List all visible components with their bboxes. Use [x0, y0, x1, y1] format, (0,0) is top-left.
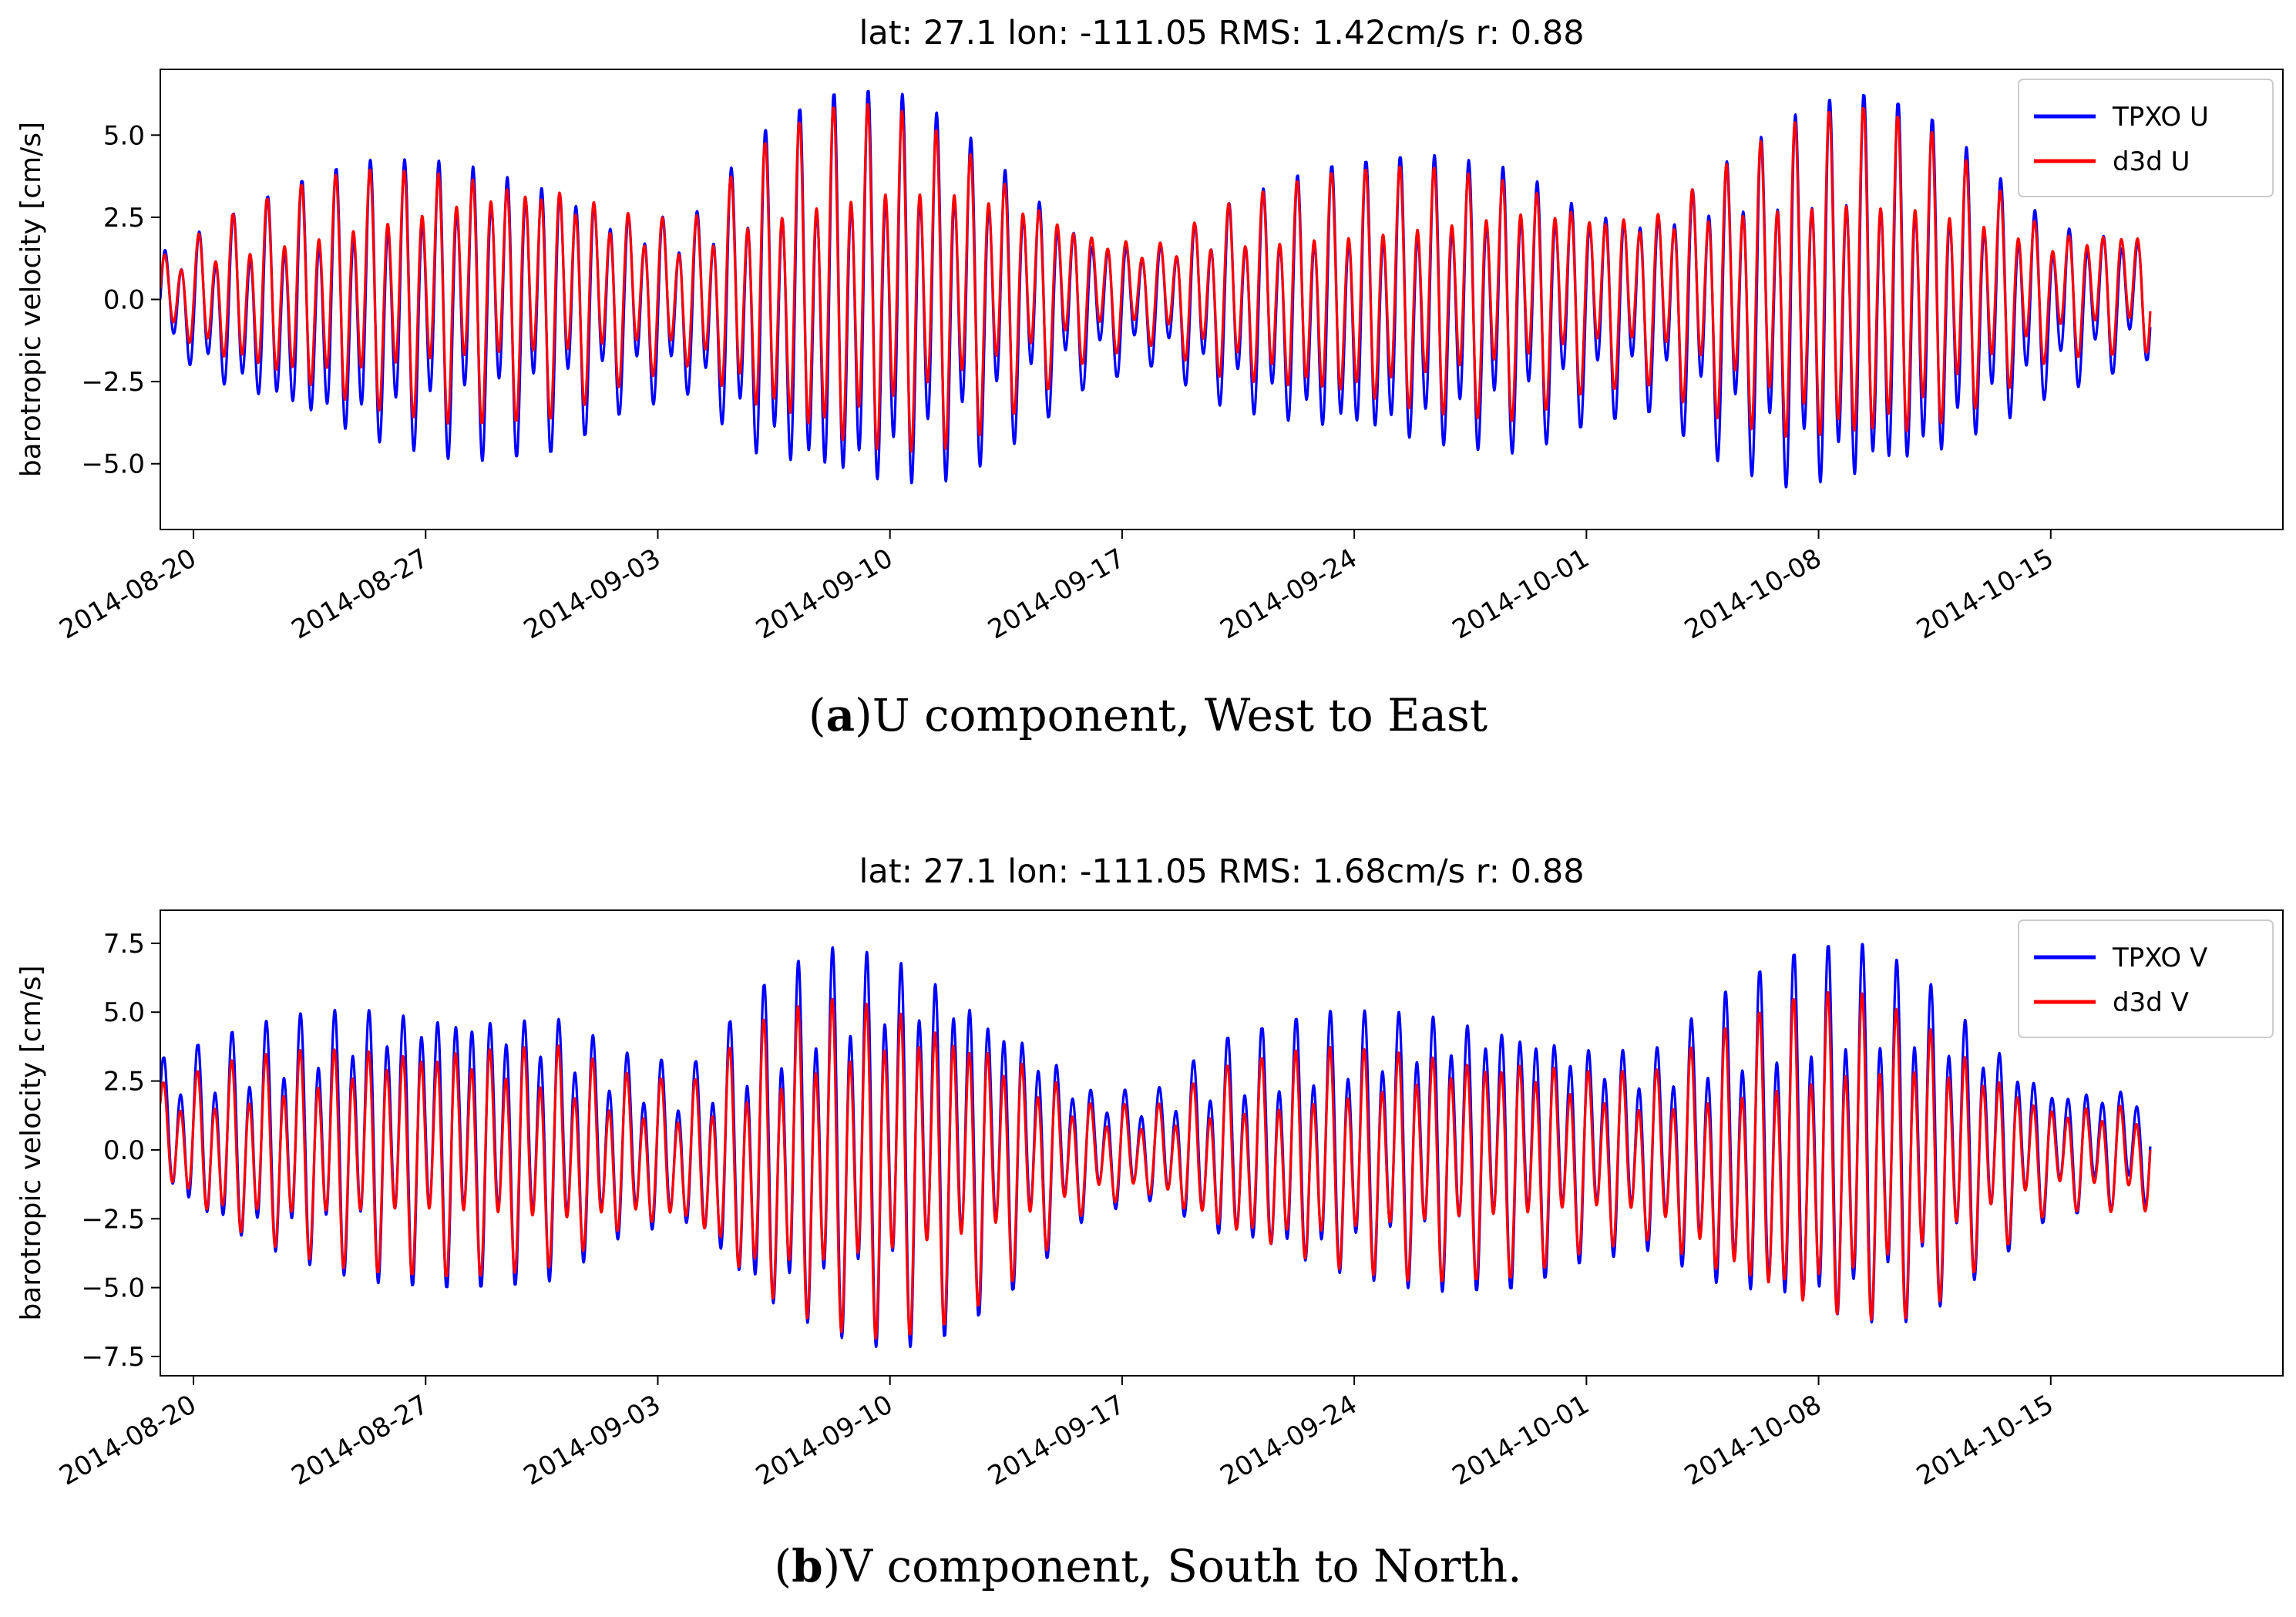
y-tick-label: 0.0 — [103, 1135, 145, 1166]
y-tick-label: 5.0 — [103, 997, 145, 1028]
caption-a: (a)U component, West to East — [808, 689, 1488, 741]
series-line-d3d-v — [160, 990, 2152, 1340]
x-tick-label: 2014-09-17 — [983, 543, 1130, 645]
x-tick-label: 2014-10-15 — [1911, 543, 2059, 645]
x-tick-label: 2014-09-10 — [751, 1389, 898, 1491]
series-line-d3d-u — [160, 103, 2152, 453]
chart-panel-1: lat: 27.1 lon: -111.05 RMS: 1.42cm/s r: … — [15, 14, 2284, 741]
x-tick-label: 2014-09-10 — [751, 543, 898, 645]
legend-entry-d3d-v: d3d V — [2113, 987, 2189, 1018]
y-axis-label: barotropic velocity [cm/s] — [15, 965, 47, 1320]
y-tick-label: −2.5 — [81, 1204, 145, 1235]
legend: TPXO V d3d V — [2018, 919, 2274, 1038]
y-tick-label: 2.5 — [103, 1067, 145, 1098]
caption-b: (b)V component, South to North. — [774, 1540, 1521, 1592]
x-tick-label: 2014-09-03 — [519, 1389, 666, 1491]
chart-panel-2: lat: 27.1 lon: -111.05 RMS: 1.68cm/s r: … — [15, 852, 2284, 1592]
y-tick-label: −7.5 — [81, 1342, 145, 1373]
y-axis-label: barotropic velocity [cm/s] — [15, 122, 47, 477]
legend-box — [2018, 79, 2274, 197]
plot-area — [160, 89, 2152, 489]
x-tick-label: 2014-09-17 — [983, 1389, 1130, 1491]
legend-entry-d3d-u: d3d U — [2113, 146, 2190, 177]
y-tick-label: −5.0 — [81, 449, 145, 480]
y-tick-label: −2.5 — [81, 367, 145, 398]
x-tick-label: 2014-10-08 — [1679, 543, 1827, 645]
x-tick-label: 2014-10-01 — [1447, 1389, 1595, 1491]
x-tick-label: 2014-08-27 — [287, 1389, 434, 1491]
x-tick-label: 2014-08-27 — [287, 543, 434, 645]
x-tick-label: 2014-08-20 — [54, 543, 201, 645]
x-tick-label: 2014-08-20 — [54, 1389, 201, 1491]
x-tick-label: 2014-10-08 — [1679, 1389, 1827, 1491]
y-tick-label: 2.5 — [103, 203, 145, 234]
legend-entry-tpxo-u: TPXO U — [2112, 102, 2209, 133]
x-tick-label: 2014-10-15 — [1911, 1389, 2059, 1491]
x-tick-label: 2014-09-24 — [1215, 543, 1363, 645]
x-tick-label: 2014-10-01 — [1447, 543, 1595, 645]
plot-area — [160, 943, 2152, 1349]
legend-box — [2018, 919, 2274, 1038]
legend-entry-tpxo-v: TPXO V — [2112, 943, 2207, 973]
y-tick-label: 7.5 — [103, 929, 145, 960]
y-tick-label: 0.0 — [103, 285, 145, 316]
chart-title: lat: 27.1 lon: -111.05 RMS: 1.42cm/s r: … — [859, 14, 1584, 52]
axes-frame — [160, 69, 2284, 530]
y-tick-label: −5.0 — [81, 1273, 145, 1304]
chart-title: lat: 27.1 lon: -111.05 RMS: 1.68cm/s r: … — [859, 852, 1584, 891]
legend: TPXO U d3d U — [2018, 79, 2274, 197]
axes-frame — [160, 909, 2284, 1377]
x-tick-label: 2014-09-24 — [1215, 1389, 1363, 1491]
y-tick-label: 5.0 — [103, 120, 145, 151]
x-tick-label: 2014-09-03 — [519, 543, 666, 645]
